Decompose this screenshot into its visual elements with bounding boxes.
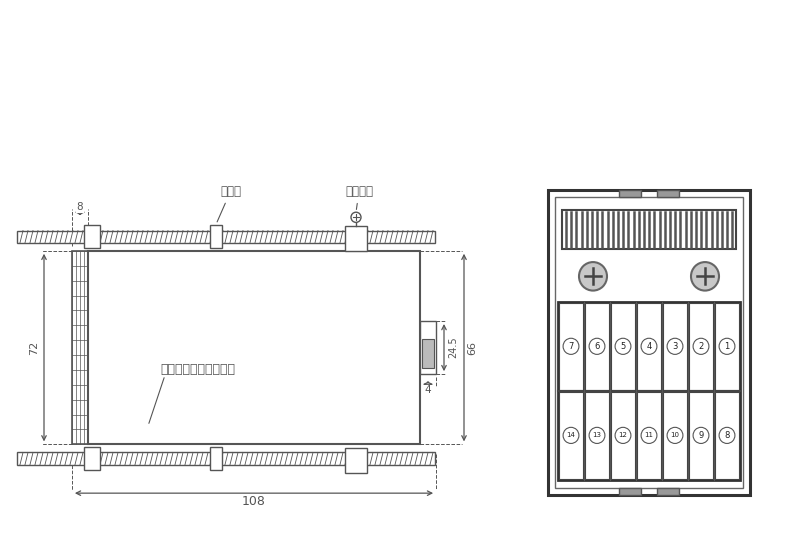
Bar: [715, 392, 739, 479]
Bar: [559, 303, 583, 390]
Text: 4: 4: [646, 342, 652, 351]
Text: 11: 11: [645, 432, 653, 438]
Bar: [420, 321, 436, 374]
Circle shape: [691, 262, 719, 291]
Text: 5: 5: [620, 342, 626, 351]
Circle shape: [563, 427, 579, 444]
Circle shape: [641, 338, 657, 354]
Bar: [663, 392, 687, 479]
Bar: [84, 447, 100, 470]
Bar: [17, 230, 435, 243]
Text: 电能质量管理与优化专家/专注电能质量问题的解决方案与实施: 电能质量管理与优化专家/专注电能质量问题的解决方案与实施: [274, 113, 516, 128]
Bar: [715, 303, 739, 390]
Bar: [555, 197, 743, 488]
Bar: [562, 210, 736, 249]
Circle shape: [563, 338, 579, 354]
Bar: [210, 226, 222, 248]
Circle shape: [667, 338, 683, 354]
Circle shape: [667, 427, 683, 444]
Bar: [689, 303, 713, 390]
Text: 108: 108: [242, 495, 266, 508]
Text: 4: 4: [425, 385, 431, 395]
Bar: [345, 227, 367, 251]
Bar: [657, 190, 679, 197]
Bar: [637, 303, 661, 390]
Circle shape: [579, 262, 607, 291]
Circle shape: [615, 427, 631, 444]
Circle shape: [693, 427, 709, 444]
Circle shape: [589, 338, 605, 354]
Text: 3: 3: [672, 342, 678, 351]
Text: 13: 13: [592, 432, 601, 438]
Text: 7: 7: [568, 342, 574, 351]
Text: 8: 8: [77, 202, 83, 212]
Bar: [345, 448, 367, 473]
Bar: [422, 339, 434, 368]
Bar: [558, 302, 740, 480]
Text: 前面板或者柜内立隔板: 前面板或者柜内立隔板: [160, 363, 235, 376]
Text: 9: 9: [698, 431, 704, 440]
Text: 1: 1: [724, 342, 730, 351]
Text: 安装图示: 安装图示: [345, 25, 445, 67]
Text: 8: 8: [724, 431, 730, 440]
Bar: [657, 488, 679, 495]
Bar: [585, 303, 609, 390]
Circle shape: [589, 427, 605, 444]
Bar: [17, 452, 435, 465]
Bar: [548, 190, 750, 495]
Bar: [585, 392, 609, 479]
Text: 66: 66: [467, 341, 477, 354]
Bar: [611, 392, 635, 479]
Circle shape: [719, 338, 735, 354]
Text: 12: 12: [619, 432, 627, 438]
Circle shape: [693, 338, 709, 354]
Bar: [619, 488, 641, 495]
Bar: [72, 251, 88, 444]
Circle shape: [719, 427, 735, 444]
Bar: [611, 303, 635, 390]
Circle shape: [641, 427, 657, 444]
Text: 2: 2: [698, 342, 704, 351]
Text: 72: 72: [29, 340, 39, 355]
Text: 卡紧螺钉: 卡紧螺钉: [345, 185, 373, 209]
Text: 14: 14: [566, 432, 575, 438]
Bar: [88, 251, 420, 444]
Bar: [689, 392, 713, 479]
Text: 6: 6: [594, 342, 600, 351]
Circle shape: [351, 212, 361, 222]
Text: 10: 10: [671, 432, 679, 438]
Circle shape: [615, 338, 631, 354]
Bar: [210, 447, 222, 470]
Text: 24.5: 24.5: [448, 337, 458, 358]
Bar: [84, 226, 100, 248]
Text: 安装架: 安装架: [217, 185, 241, 222]
Bar: [637, 392, 661, 479]
Bar: [559, 392, 583, 479]
Bar: [619, 190, 641, 197]
Bar: [663, 303, 687, 390]
